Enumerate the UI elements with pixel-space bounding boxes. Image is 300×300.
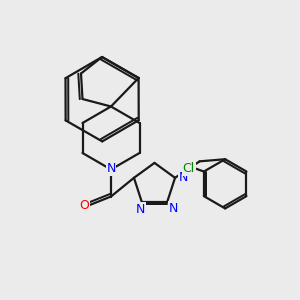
Text: N: N [106,162,116,175]
Text: O: O [79,199,89,212]
Text: N: N [169,202,178,215]
Text: Cl: Cl [183,162,195,175]
Text: N: N [179,171,188,184]
Text: N: N [136,203,145,216]
